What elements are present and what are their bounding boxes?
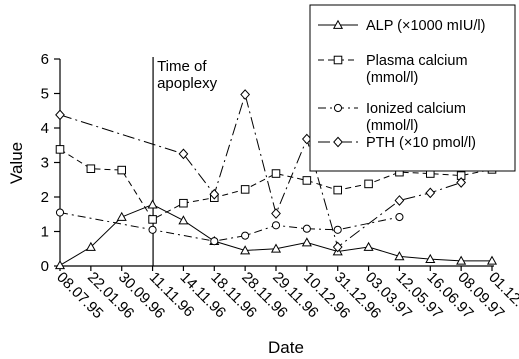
data-point: [271, 169, 281, 178]
data-point: [147, 199, 158, 209]
legend-entry: Plasma calcium(mmol/l): [318, 53, 468, 86]
legend-label-line2: (mmol/l): [366, 70, 418, 86]
data-point: [301, 237, 312, 247]
data-point: [394, 251, 405, 261]
data-point: [363, 241, 374, 251]
legend-entry: PTH (×10 pmol/l): [318, 135, 476, 151]
apoplexy-label-line1: Time of: [157, 58, 207, 75]
x-axis-title: Date: [268, 338, 304, 357]
data-point: [54, 260, 66, 270]
data-point: [425, 253, 436, 263]
data-point: [456, 255, 467, 265]
data-point: [55, 208, 65, 217]
legend-box: [309, 4, 516, 172]
data-point: [332, 241, 343, 253]
data-point: [209, 188, 220, 200]
series-diamond: [55, 89, 467, 253]
data-point: [178, 148, 189, 160]
y-tick-label: 5: [41, 86, 49, 103]
data-point: [395, 212, 404, 222]
data-point: [210, 237, 219, 246]
legend: ALP (×1000 mIU/l)Plasma calcium(mmol/l)I…: [309, 4, 516, 172]
series-line: [59, 92, 462, 248]
data-point: [394, 195, 405, 206]
data-point: [486, 255, 498, 265]
data-point: [55, 145, 65, 154]
data-point: [456, 177, 467, 188]
legend-entry: Ionized calcium(mmol/l): [318, 101, 466, 134]
data-point: [241, 231, 250, 240]
legend-label: Plasma calcium: [366, 53, 468, 69]
legend-marker: [333, 55, 343, 65]
legend-label: ALP (×1000 mIU/l): [366, 18, 485, 34]
legend-entry: ALP (×1000 mIU/l): [318, 18, 485, 34]
y-tick-label: 4: [41, 120, 49, 137]
legend-marker: [332, 19, 344, 29]
data-point: [178, 215, 189, 225]
data-point: [148, 225, 157, 234]
data-point: [333, 185, 342, 195]
data-point: [271, 208, 281, 219]
series-circle: [55, 208, 404, 246]
data-point: [240, 89, 251, 100]
series-layer: [54, 89, 498, 270]
y-tick-label: 0: [41, 258, 49, 275]
y-axis-title: Value: [7, 142, 26, 184]
data-point: [240, 185, 250, 194]
legend-marker: [333, 103, 343, 113]
data-point: [364, 179, 373, 189]
data-point: [425, 187, 436, 199]
data-point: [116, 211, 127, 221]
data-point: [86, 164, 96, 173]
legend-label-line2: (mmol/l): [366, 118, 418, 134]
data-point: [240, 245, 251, 255]
y-tick-label: 3: [41, 155, 49, 172]
series-triangle: [54, 199, 498, 270]
y-tick-label: 2: [41, 189, 49, 206]
data-point: [302, 176, 312, 185]
data-point: [148, 215, 157, 224]
y-tick-label: 6: [41, 51, 49, 68]
y-tick-label: 1: [41, 224, 49, 241]
legend-label: Ionized calcium: [366, 101, 466, 117]
apoplexy-label-line2: apoplexy: [157, 75, 218, 92]
data-point: [270, 243, 282, 253]
data-point: [333, 225, 342, 234]
data-point: [117, 165, 126, 175]
legend-marker: [333, 136, 343, 148]
data-point: [55, 109, 65, 121]
data-point: [85, 241, 96, 251]
data-point: [179, 198, 188, 208]
data-point: [271, 221, 281, 230]
data-point: [302, 224, 311, 233]
legend-label: PTH (×10 pmol/l): [366, 135, 476, 151]
